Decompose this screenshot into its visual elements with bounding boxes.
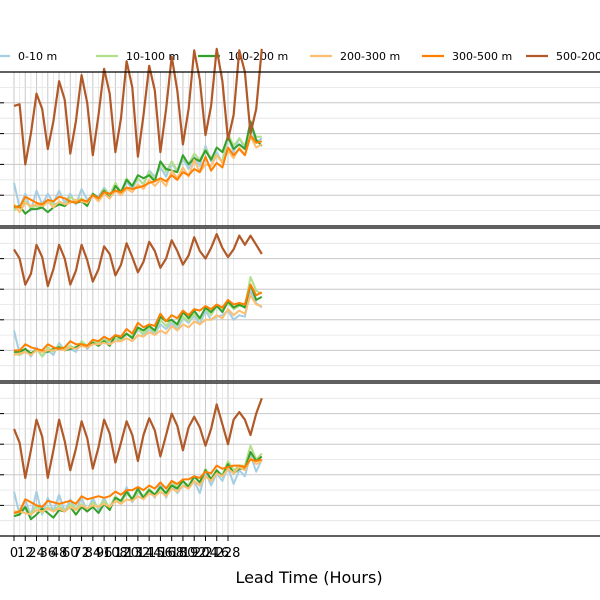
legend-entry: 200-300 m <box>310 50 400 63</box>
legend-entry: 300-500 m <box>422 50 512 63</box>
panel-2 <box>0 227 600 382</box>
legend: 0-10 m 10-100 m 100-200 m 200-300 m 300-500 … <box>0 50 600 63</box>
x-tick-label: 168 <box>159 546 184 561</box>
x-tick-label: 216 <box>204 546 229 561</box>
legend-label: 300-500 m <box>452 50 512 63</box>
panel-1 <box>0 47 600 227</box>
x-tick-label: 132 <box>125 546 150 561</box>
x-tick-label: 180 <box>171 546 196 561</box>
x-tick-label: 120 <box>114 546 139 561</box>
series-line <box>13 294 263 356</box>
x-tick-label: 24 <box>28 546 45 561</box>
series-line <box>13 134 263 209</box>
x-tick-label: 12 <box>17 546 34 561</box>
x-tick-label: 72 <box>73 546 90 561</box>
x-axis-label: Lead Time (Hours) <box>235 568 382 587</box>
series-line <box>12 397 263 479</box>
panel-3 <box>0 382 600 537</box>
series-line <box>13 458 263 514</box>
series-line <box>13 135 263 214</box>
series-line <box>13 233 263 288</box>
series-line <box>13 47 263 166</box>
x-tick-label: 108 <box>103 546 128 561</box>
x-tick-label: 192 <box>182 546 207 561</box>
x-tick-label: 84 <box>85 546 102 561</box>
legend-label: 10-100 m <box>126 50 179 63</box>
x-tick-label: 204 <box>193 546 218 561</box>
series-line <box>14 283 263 352</box>
x-tick-label: 60 <box>62 546 79 561</box>
x-tick-label: 0 <box>10 546 18 561</box>
legend-label: 0-10 m <box>18 50 57 63</box>
x-tick-label: 48 <box>51 546 68 561</box>
legend-label: 200-300 m <box>340 50 400 63</box>
legend-label: 100-200 m <box>228 50 288 63</box>
x-tick-label: 36 <box>40 546 57 561</box>
legend-entry: 0-10 m <box>0 50 57 63</box>
x-tick-label: 156 <box>148 546 173 561</box>
x-ticks: 0122436486072849610812013214415616818019… <box>10 536 241 561</box>
x-tick-label: 144 <box>137 546 162 561</box>
legend-entry: 10-100 m <box>96 50 179 63</box>
x-tick-label: 228 <box>216 546 241 561</box>
x-tick-label: 96 <box>96 546 113 561</box>
series-line <box>14 457 263 516</box>
